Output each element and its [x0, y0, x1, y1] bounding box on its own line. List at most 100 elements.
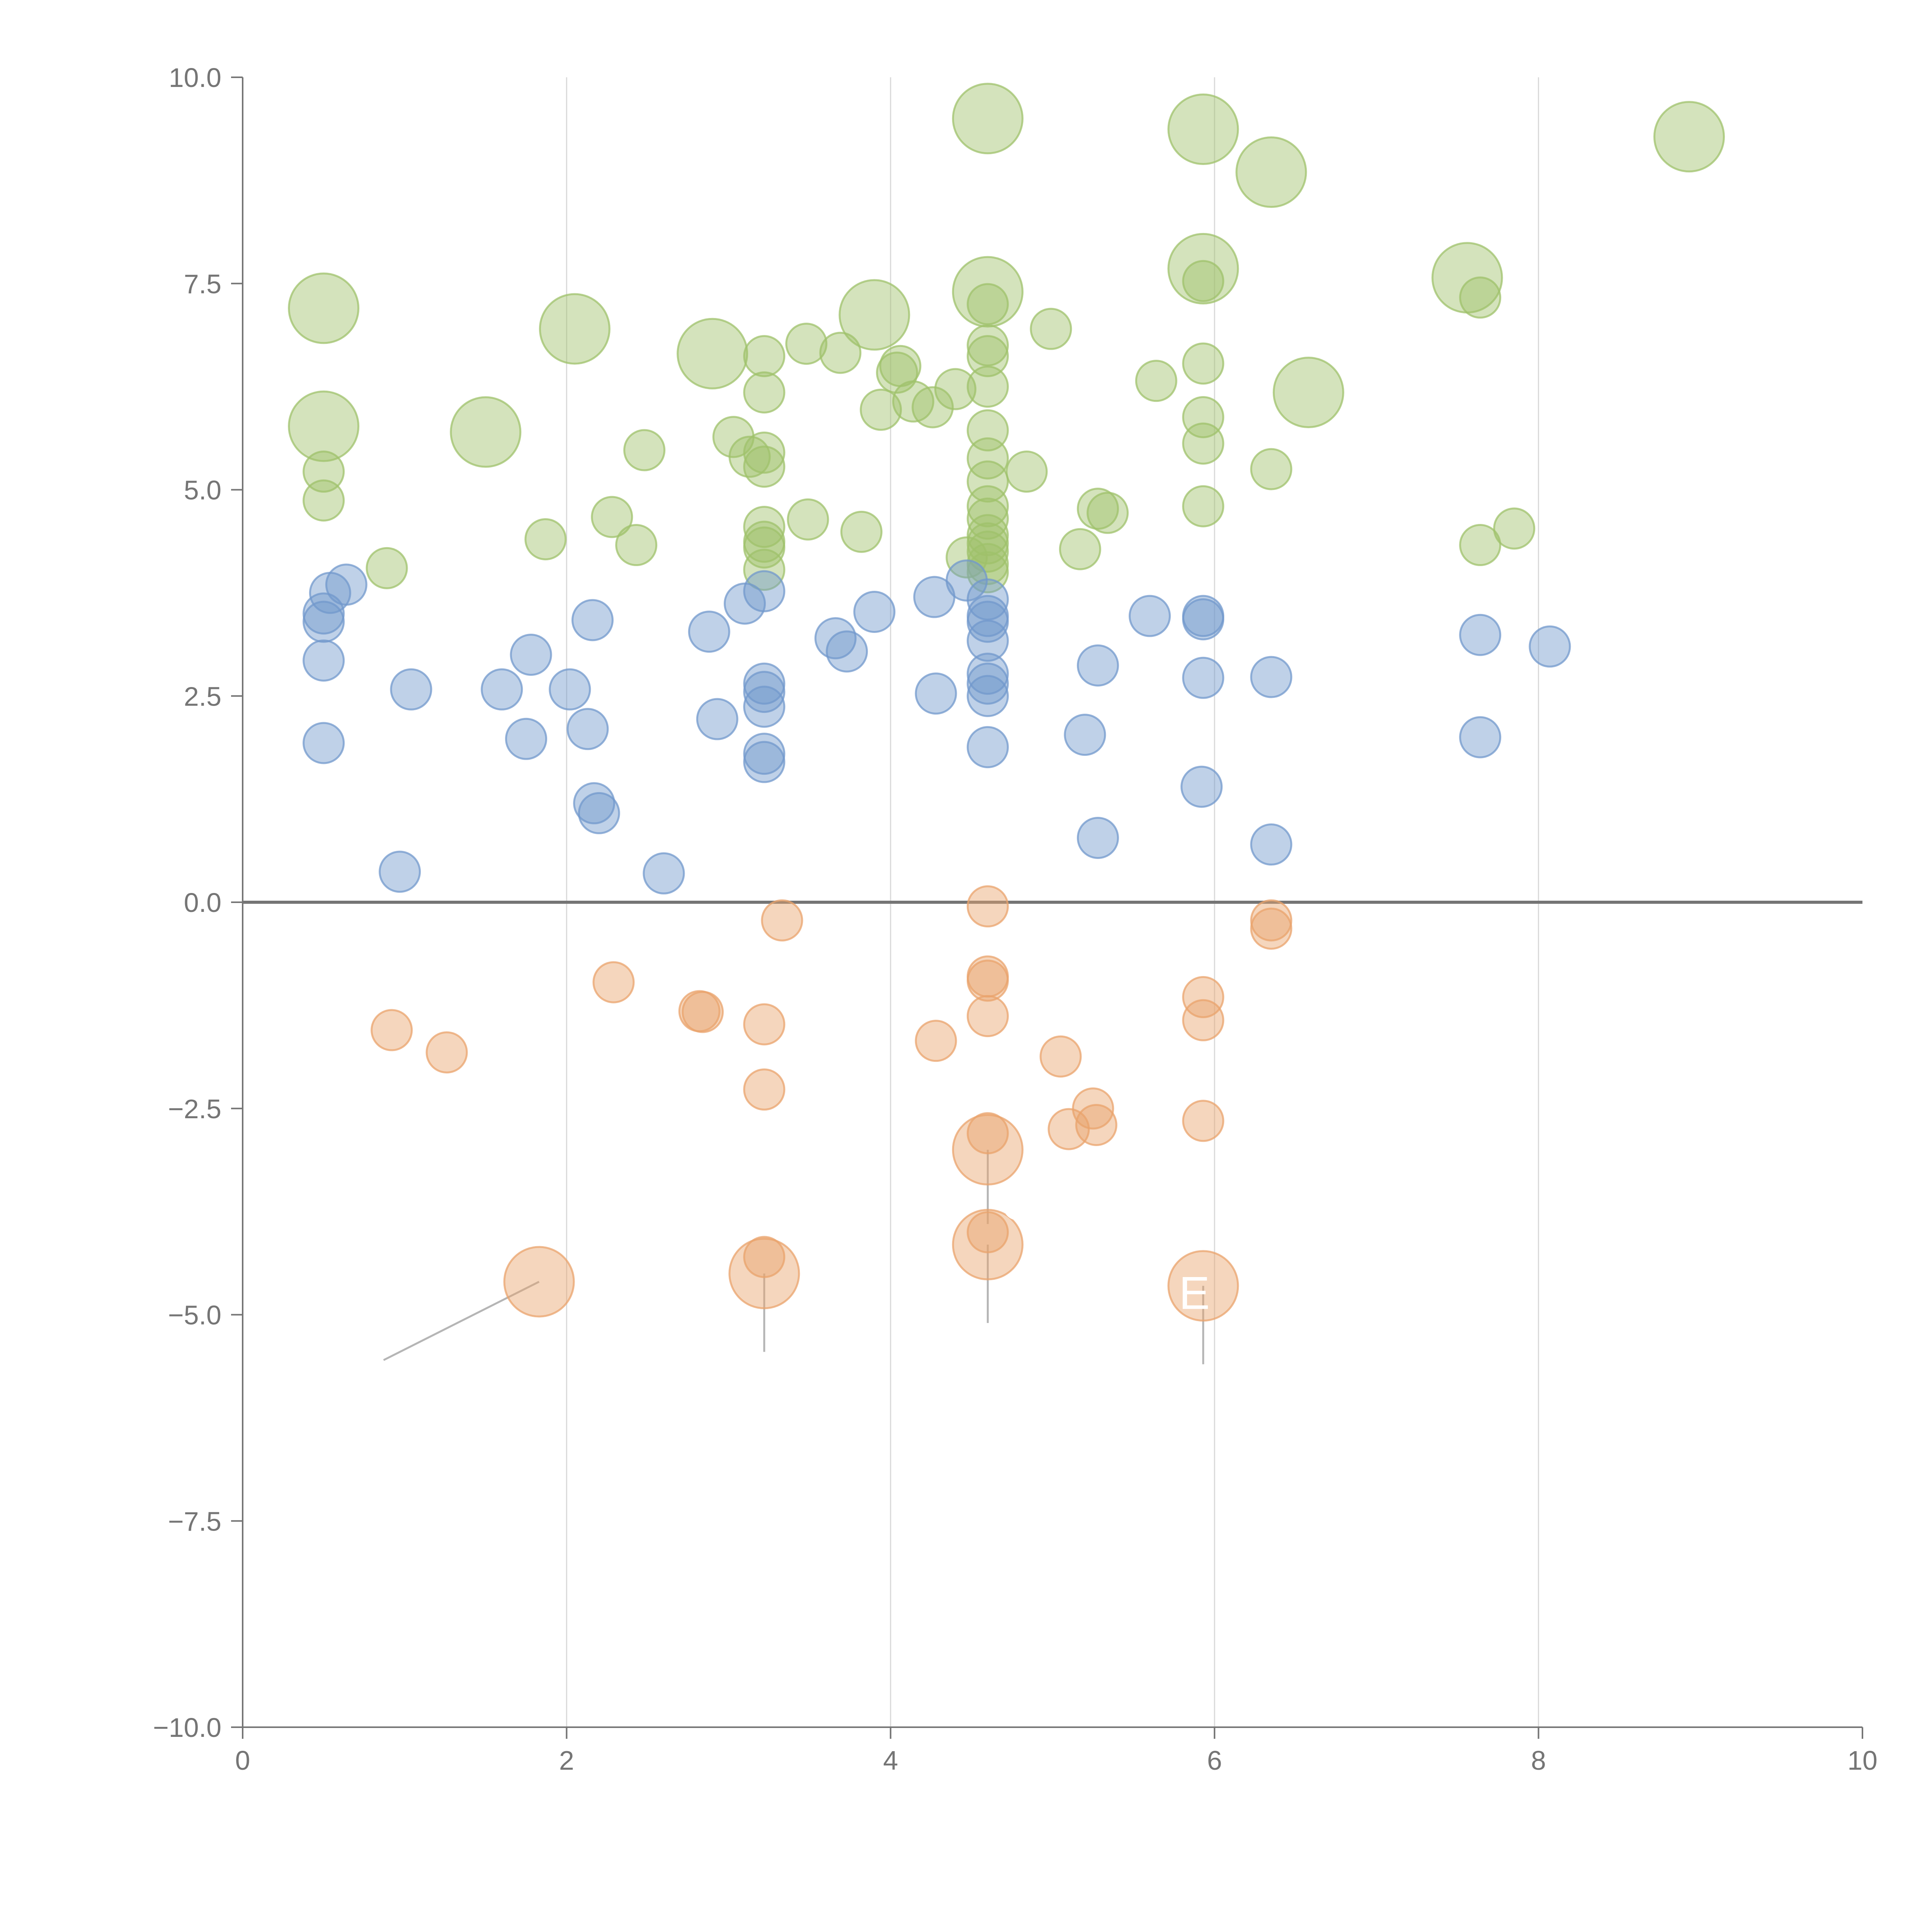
green-point [966, 497, 1009, 540]
blue-point [853, 590, 896, 633]
blue-point [826, 630, 868, 673]
green-point [952, 83, 1024, 155]
annotation-label: C [1001, 1178, 1034, 1230]
blue-point [966, 662, 1009, 705]
green-point [1087, 492, 1129, 534]
y-tick-label: −2.5 [168, 1094, 221, 1124]
orange-point [728, 1238, 800, 1310]
blue-point [510, 634, 552, 676]
orange-point [966, 959, 1009, 1002]
green-point [1493, 507, 1536, 550]
orange-point [1048, 1108, 1090, 1150]
green-point [743, 431, 786, 474]
blue-point [571, 599, 614, 641]
green-point [1005, 451, 1048, 493]
blue-point [578, 792, 620, 834]
blue-point [1077, 816, 1119, 859]
green-point [966, 460, 1009, 503]
blue-point [1459, 716, 1502, 759]
green-point [860, 388, 902, 431]
green-point [743, 526, 786, 569]
blue-point [966, 600, 1009, 643]
y-tick-label: 0.0 [184, 888, 221, 918]
orange-point [966, 1112, 1009, 1155]
green-point [743, 371, 786, 414]
blue-point [966, 619, 1009, 662]
blue-point [1250, 656, 1293, 698]
blue-point [643, 852, 685, 895]
green-point [1653, 101, 1725, 173]
orange-point [371, 1009, 413, 1051]
orange-point [761, 899, 803, 942]
green-point [743, 549, 786, 591]
blue-point [481, 668, 523, 711]
blue-point [1182, 598, 1225, 641]
blue-point [505, 718, 548, 760]
green-point [1059, 528, 1101, 570]
orange-point [952, 1209, 1024, 1281]
y-tick-label: 7.5 [184, 269, 221, 299]
orange-point [682, 991, 724, 1033]
blue-point [966, 653, 1009, 695]
green-point [743, 446, 786, 488]
green-point [743, 335, 786, 378]
blue-point [814, 617, 857, 660]
green-point [912, 386, 954, 429]
orange-point [1167, 1250, 1239, 1322]
green-point [1182, 485, 1225, 527]
x-tick-label: 10 [1847, 1745, 1878, 1776]
y-tick-label: 5.0 [184, 475, 221, 505]
green-point [785, 323, 828, 365]
blue-point [966, 578, 1009, 621]
x-tick-label: 4 [883, 1745, 898, 1776]
blue-point [303, 639, 345, 682]
blue-point [966, 726, 1009, 769]
blue-point [303, 600, 345, 643]
blue-point [1529, 625, 1571, 668]
green-point [1135, 360, 1177, 402]
blue-point [743, 685, 786, 728]
blue-point [1064, 714, 1106, 756]
green-point [288, 272, 360, 344]
green-point [966, 283, 1009, 325]
green-point [1272, 357, 1344, 429]
blue-point [390, 668, 432, 711]
green-point [288, 390, 360, 462]
orange-point [952, 1114, 1024, 1185]
leader-line [383, 1281, 540, 1361]
green-point [303, 479, 345, 522]
green-point [1030, 308, 1072, 350]
y-tick-label: 10.0 [169, 63, 221, 93]
orange-point [1075, 1104, 1117, 1146]
green-point [934, 368, 976, 410]
green-point [966, 437, 1009, 480]
green-point [1182, 260, 1225, 302]
green-point [966, 324, 1009, 367]
orange-point [1039, 1035, 1082, 1078]
green-point [1459, 524, 1502, 566]
x-tick-label: 8 [1531, 1745, 1546, 1776]
green-point [840, 510, 883, 553]
green-point [623, 429, 666, 471]
orange-point [503, 1246, 575, 1318]
y-tick-label: −10.0 [153, 1713, 221, 1743]
blue-point [913, 576, 956, 618]
green-point [819, 332, 862, 374]
blue-point [743, 741, 786, 783]
points-layer [288, 83, 1725, 1322]
annotation-layer: CE [1001, 1178, 1210, 1319]
blue-point [1182, 656, 1225, 699]
blue-point [696, 698, 738, 740]
blue-point [1129, 595, 1171, 637]
orange-point [966, 885, 1009, 928]
orange-point [1182, 976, 1225, 1019]
green-point [787, 498, 829, 541]
blue-point [966, 675, 1009, 717]
blue-point [566, 708, 609, 750]
orange-point [743, 1068, 786, 1111]
green-point [524, 518, 567, 561]
orange-point [1250, 907, 1293, 950]
blue-point [1250, 823, 1293, 866]
blue-point [1077, 644, 1119, 687]
